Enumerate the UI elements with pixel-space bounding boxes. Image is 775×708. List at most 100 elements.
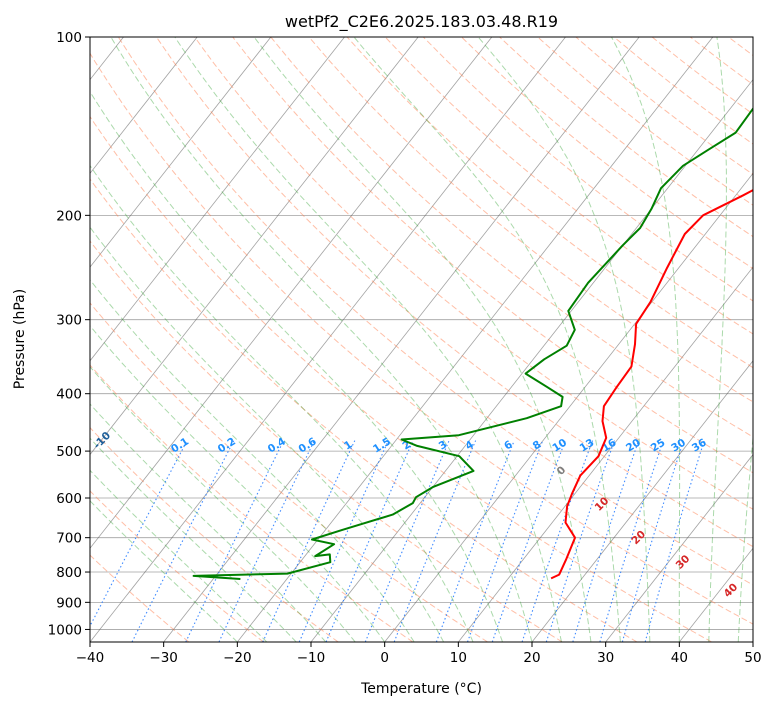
mixing-ratio-lines bbox=[90, 440, 705, 642]
x-axis-ticks: −40 −30 −20 −10 0 10 20 30 40 50 bbox=[76, 642, 762, 666]
dry-adiabat-label: -20 bbox=[4, 398, 26, 420]
mixing-ratio-line bbox=[131, 440, 235, 642]
x-tick-label: 20 bbox=[523, 650, 540, 666]
mixing-ratio-line bbox=[218, 440, 315, 642]
moist-adiabat-line bbox=[110, 37, 533, 642]
moist-adiabat-line bbox=[477, 37, 651, 642]
dry-adiabat-line bbox=[90, 554, 190, 642]
moist-adiabat-line bbox=[353, 37, 621, 642]
isotherm-line bbox=[605, 453, 753, 642]
x-tick-label: −20 bbox=[223, 650, 252, 666]
moist-adiabat-label: 0 bbox=[555, 464, 569, 478]
x-axis-label: Temperature (°C) bbox=[360, 681, 482, 697]
isotherm-line bbox=[90, 37, 198, 175]
dry-adiabat-line bbox=[90, 364, 414, 642]
y-tick-label: 600 bbox=[56, 491, 82, 507]
moist-adiabat-line bbox=[611, 37, 681, 642]
x-tick-label: −10 bbox=[297, 650, 326, 666]
dry-adiabat-line bbox=[651, 37, 753, 115]
isotherm-line bbox=[90, 37, 419, 456]
dry-adiabat-line bbox=[384, 37, 753, 335]
mixing-ratio-line bbox=[491, 440, 566, 642]
dry-adiabat-line bbox=[90, 52, 753, 625]
dry-adiabat-line bbox=[90, 178, 638, 642]
moist-adiabat-line bbox=[90, 469, 268, 642]
mixing-ratio-label: 36 bbox=[690, 437, 709, 455]
moist-adiabat-label: 30 bbox=[674, 553, 693, 572]
y-tick-label: 400 bbox=[56, 387, 82, 403]
mixing-ratio-line bbox=[185, 440, 285, 642]
dry-adiabat-line bbox=[461, 37, 753, 270]
mixing-ratio-line bbox=[435, 440, 515, 642]
isotherm-line bbox=[163, 37, 640, 642]
dry-adiabat-line bbox=[90, 426, 339, 642]
moist-adiabat-line bbox=[90, 325, 386, 642]
mixing-ratio-line bbox=[325, 440, 414, 642]
mixing-ratio-line bbox=[572, 440, 640, 642]
mixing-ratio-line bbox=[90, 440, 188, 628]
dry-adiabat-line bbox=[308, 37, 753, 403]
temperature-profile-line bbox=[550, 189, 753, 580]
y-tick-label: 1000 bbox=[48, 622, 82, 638]
y-axis-label: Pressure (hPa) bbox=[12, 289, 28, 389]
dry-adiabat-line bbox=[232, 37, 753, 474]
isobar-lines bbox=[90, 37, 753, 630]
mixing-ratio-label: 1.5 bbox=[371, 436, 393, 456]
x-tick-label: 0 bbox=[380, 650, 389, 666]
dry-adiabat-line bbox=[194, 37, 753, 510]
mixing-ratio-line bbox=[644, 440, 705, 642]
dry-adiabats bbox=[90, 37, 775, 642]
mixing-ratio-label: 30 bbox=[669, 437, 688, 455]
dry-adiabat-line bbox=[90, 302, 488, 642]
mixing-ratio-label: 0.4 bbox=[266, 436, 288, 456]
y-tick-label: 300 bbox=[56, 313, 82, 329]
x-tick-label: 50 bbox=[744, 650, 761, 666]
dry-adiabat-line bbox=[575, 37, 753, 175]
isotherm-line bbox=[752, 641, 753, 642]
y-tick-label: 100 bbox=[56, 30, 82, 46]
isotherm-line bbox=[90, 37, 345, 362]
isotherm-line bbox=[458, 266, 753, 642]
dry-adiabat-line bbox=[117, 37, 753, 586]
mixing-ratio-label: 6 bbox=[502, 439, 515, 453]
plot-area: 0.10.20.40.611.52346810131620253036-100-… bbox=[4, 37, 775, 642]
y-tick-label: 200 bbox=[56, 208, 82, 224]
mixing-ratio-line bbox=[621, 440, 685, 642]
moist-adiabat-line bbox=[90, 403, 327, 642]
dry-adiabat-line bbox=[499, 37, 753, 238]
x-tick-label: 40 bbox=[671, 650, 688, 666]
dry-adiabat-line bbox=[422, 37, 753, 302]
plot-frame bbox=[89, 36, 754, 643]
profile-series bbox=[192, 107, 753, 580]
y-axis-ticks: 100 200 300 400 500 600 700 800 900 1000 bbox=[48, 30, 90, 638]
moist-adiabat-line bbox=[90, 437, 297, 642]
x-tick-label: −30 bbox=[149, 650, 178, 666]
moist-adiabat-line bbox=[253, 37, 592, 642]
dry-adiabat-line bbox=[767, 37, 775, 642]
dry-adiabat-line bbox=[728, 37, 753, 57]
dry-adiabat-line bbox=[90, 240, 563, 642]
moist-adiabat-line bbox=[90, 90, 503, 642]
dry-adiabat-line bbox=[90, 115, 712, 642]
isotherm-line bbox=[384, 172, 753, 642]
mixing-ratio-label: 0.6 bbox=[297, 436, 319, 456]
mixing-ratio-label: 13 bbox=[578, 437, 597, 455]
dry-adiabat-line bbox=[689, 37, 753, 86]
mixing-ratio-line bbox=[466, 440, 544, 642]
isotherm-line bbox=[531, 360, 753, 642]
y-tick-label: 900 bbox=[56, 595, 82, 611]
y-tick-label: 700 bbox=[56, 531, 82, 547]
mixing-ratio-label: 10 bbox=[550, 437, 569, 455]
isotherm-line bbox=[90, 37, 272, 268]
mixing-ratio-line bbox=[599, 440, 664, 642]
moist-adiabat-line bbox=[90, 226, 445, 642]
mixing-ratio-label: 8 bbox=[531, 439, 544, 453]
moist-adiabat-line bbox=[90, 500, 238, 642]
moist-adiabat-line bbox=[708, 37, 727, 642]
moist-adiabat-line bbox=[90, 366, 356, 642]
x-tick-label: −40 bbox=[76, 650, 105, 666]
moist-adiabat-line bbox=[90, 164, 474, 642]
moist-adiabats bbox=[90, 37, 753, 642]
dry-adiabat-line bbox=[90, 490, 264, 642]
